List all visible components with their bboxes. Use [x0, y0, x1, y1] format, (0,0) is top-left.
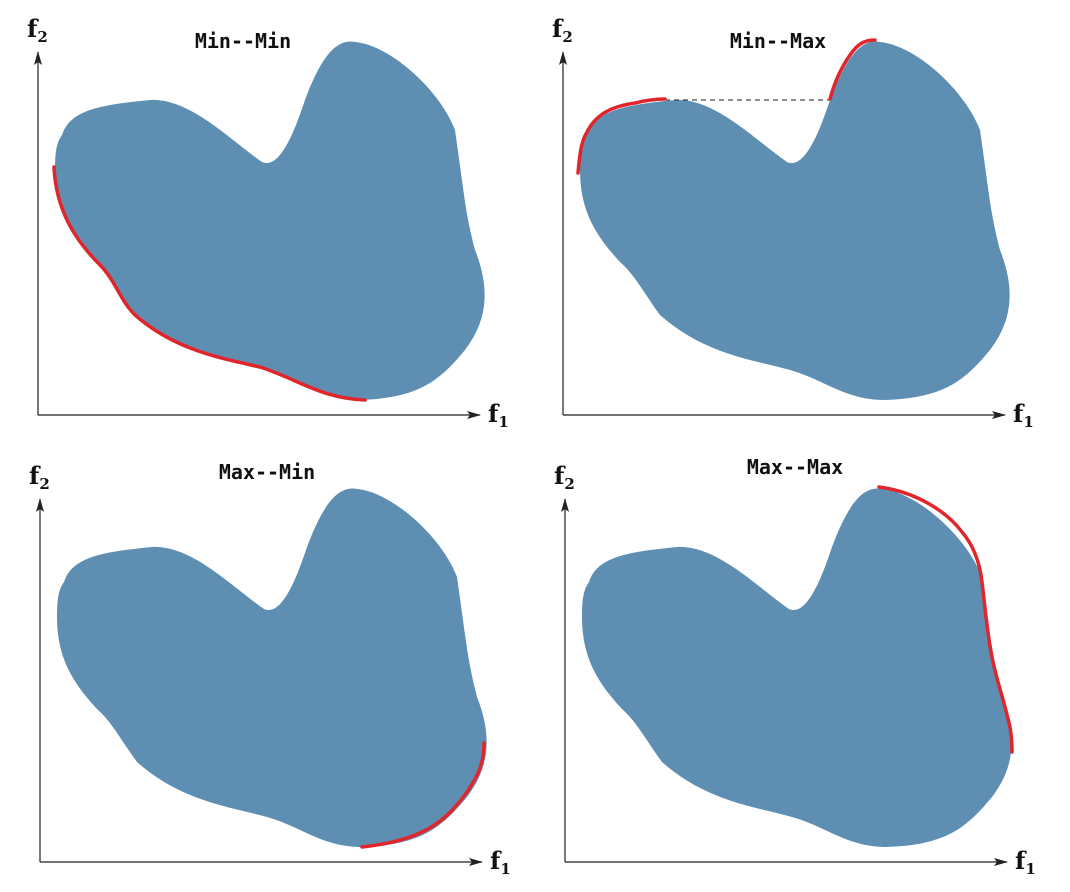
feasible-region	[57, 488, 487, 847]
x-axis-label: f1	[1015, 846, 1036, 878]
y-axis-label: f2	[554, 461, 575, 493]
pareto-front-segment	[828, 38, 877, 101]
y-axis-label: f2	[552, 14, 573, 46]
x-axis-label: f1	[488, 399, 509, 431]
panel-max-max: Max--Max f2 f1	[554, 455, 1036, 878]
x-axis-label: f1	[490, 846, 511, 878]
pareto-front-segment	[52, 165, 367, 402]
x-axis-label: f1	[1013, 399, 1034, 431]
panel-max-min: Max--Min f2 f1	[29, 460, 511, 878]
panel-title: Max--Max	[747, 455, 843, 479]
panel-min-min: Min--Min f2 f1	[27, 14, 509, 431]
pareto-front-segment	[360, 741, 486, 849]
pareto-front-segment	[576, 97, 667, 175]
feasible-region	[55, 41, 485, 400]
panel-title: Min--Min	[195, 29, 291, 53]
y-axis-label: f2	[27, 14, 48, 46]
panel-title: Max--Min	[219, 460, 315, 484]
feasible-region	[582, 488, 1012, 847]
panel-min-max: Min--Max f2 f1	[552, 14, 1034, 431]
y-axis-label: f2	[29, 461, 50, 493]
pareto-front-segment	[877, 485, 1014, 754]
panel-title: Min--Max	[730, 29, 826, 53]
feasible-region	[580, 41, 1010, 400]
